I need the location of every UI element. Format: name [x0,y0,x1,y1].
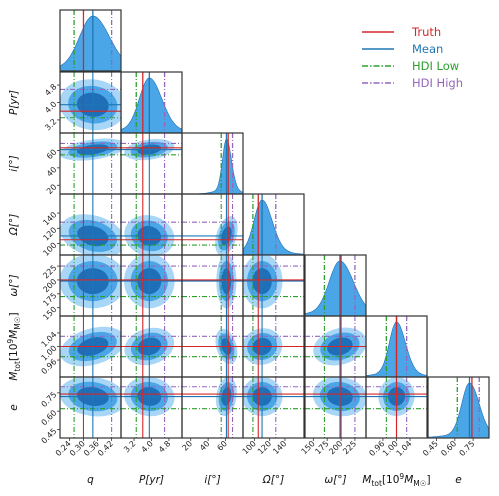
panel-4-2 [181,254,244,317]
panels [59,9,490,439]
axis-label: Mtot[109MM☉] [362,472,430,488]
panel-6-0 [59,376,122,439]
y-tick-label: 140 [41,210,58,227]
x-tick-label: 0.60 [439,439,458,458]
axis-label: P[yr] [139,474,164,486]
x-tick-label: 140 [271,439,288,456]
axis-label: P[yr] [8,90,20,115]
panel-3-1 [120,193,183,256]
legend-label-2: HDI Low [412,59,459,73]
y-tick-label: 100 [41,241,58,258]
x-tick-label: 4.0 [140,439,155,454]
y-tick-label: 150 [41,305,58,322]
x-tick-label: 60 [215,439,229,453]
y-tick-label: 0.75 [40,390,59,409]
legend-label-0: Truth [411,25,441,39]
diag-panel-0 [59,9,122,72]
y-tick-label: 40 [45,165,59,179]
panel-5-3 [242,315,305,378]
panel-2-0 [59,132,122,195]
axis-label: Ω[°] [262,474,284,486]
legend-label-3: HDI High [412,76,463,90]
panel-4-3 [242,254,305,317]
x-tick-label: 4.8 [157,439,172,454]
marginal-4 [305,260,366,316]
x-tick-label: 20 [181,439,195,453]
panel-5-0 [59,315,122,378]
axis-label: i[°] [204,474,220,486]
marginal-6 [428,382,489,438]
panel-6-5 [365,376,428,439]
panel-4-0 [59,254,122,317]
x-tick-label: 100 [241,439,258,456]
y-tick-label: 225 [41,263,58,280]
panel-4-1 [120,254,183,317]
diag-panel-4 [304,254,367,317]
y-tick-label: 4.8 [43,82,58,97]
x-tick-label: 0.45 [421,439,440,458]
panel-frame [242,376,305,439]
legend: Truth Mean HDI Low HDI High [362,25,463,90]
x-tick-label: 150 [300,439,317,456]
axis-label: e [8,404,20,410]
x-tick-label: 0.75 [458,439,477,458]
x-tick-label: 120 [256,439,273,456]
diag-panel-1 [120,71,183,134]
axis-label: q [87,474,94,486]
axis-labels: q P[yr] i[°] Ω[°] ω[°] Mtot[109MM☉] e P[yr] i[°]… [6,90,462,488]
x-tick-label: 1.04 [395,439,414,458]
panel-frame [59,9,122,72]
diag-panel-5 [365,315,428,378]
panel-6-4 [304,376,367,439]
y-tick-label: 0.60 [40,408,59,427]
x-tick-label: 3.2 [122,439,137,454]
y-tick-label: 20 [45,182,59,196]
panel-3-0 [59,193,122,256]
panel-5-2 [181,315,244,378]
axis-label: Mtot[109MM☉] [6,312,22,380]
y-tick-label: 4.0 [43,100,58,115]
y-tick-label: 120 [41,225,58,242]
panel-6-3 [242,376,305,439]
panel-6-1 [120,376,183,439]
legend-label-1: Mean [412,42,443,56]
panel-5-4 [304,315,367,378]
x-tick-label: 0.42 [96,439,115,458]
axis-label: ω[°] [8,274,20,296]
y-tick-label: 3.2 [43,117,58,132]
y-tick-label: 200 [41,277,58,294]
panel-2-1 [120,132,183,195]
panel-5-1 [120,315,183,378]
axis-label: e [455,474,461,486]
x-tick-label: 175 [313,439,330,456]
diag-panel-3 [242,193,305,256]
diag-panel-2 [181,132,244,195]
x-tick-label: 200 [327,439,344,456]
marginal-1 [121,77,182,133]
x-tick-label: 40 [198,439,212,453]
x-tick-label: 225 [341,439,358,456]
panel-6-2 [181,376,244,439]
y-tick-label: 175 [41,291,58,308]
marginal-0 [60,15,121,71]
panel-1-0 [59,71,122,134]
axis-label: i[°] [8,155,20,171]
marginal-2 [182,138,243,194]
marginal-3 [243,199,304,255]
panel-3-2 [181,193,244,256]
panel-frame [427,376,490,439]
axis-label: ω[°] [324,474,346,486]
y-tick-label: 60 [45,148,59,162]
y-tick-label: 0.45 [40,427,59,446]
diag-panel-6 [427,376,490,439]
axis-label: Ω[°] [8,214,20,236]
